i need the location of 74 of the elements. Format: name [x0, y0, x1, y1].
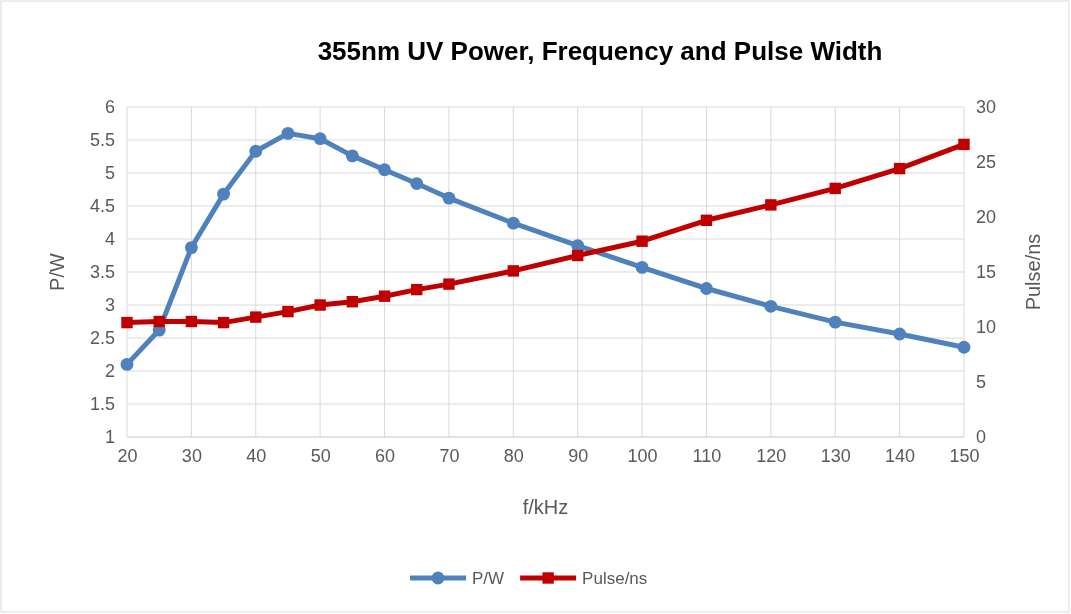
- point: [893, 162, 906, 175]
- y-tick-label: 3.5: [89, 262, 115, 283]
- point: [313, 132, 327, 146]
- point: [636, 235, 648, 247]
- point: [121, 316, 133, 329]
- point: [700, 282, 713, 295]
- x-tick-label: 90: [568, 445, 589, 466]
- x-tick-label: 150: [949, 445, 980, 466]
- point: [506, 216, 520, 230]
- y2-tick-label: 5: [976, 372, 987, 393]
- point: [217, 316, 230, 329]
- point: [153, 315, 165, 328]
- y-tick-label: 2: [104, 361, 115, 382]
- y2-axis-title: Pulse/ns: [1022, 233, 1044, 311]
- x-tick-label: 70: [439, 445, 460, 466]
- point: [314, 299, 326, 311]
- point: [120, 357, 134, 371]
- point: [443, 278, 455, 290]
- point: [378, 163, 391, 177]
- point: [829, 182, 841, 195]
- point: [282, 305, 294, 318]
- x-tick-label: 110: [692, 445, 722, 466]
- x-tick-label: 20: [117, 445, 138, 466]
- x-tick-label: 40: [246, 445, 267, 466]
- y2-tick-label: 25: [976, 152, 997, 173]
- y-tick-label: 4: [104, 229, 115, 250]
- x-tick-label: 120: [756, 445, 787, 466]
- y-tick-label: 1.5: [89, 394, 115, 415]
- point: [958, 138, 970, 151]
- point: [507, 265, 520, 277]
- point: [378, 290, 391, 302]
- x-tick-label: 140: [885, 445, 916, 466]
- y2-tick-label: 0: [976, 427, 987, 448]
- point: [828, 315, 842, 329]
- point: [345, 149, 359, 163]
- y2-tick-label: 30: [976, 97, 997, 118]
- x-tick-label: 50: [310, 445, 331, 466]
- y-tick-label: 5: [104, 163, 115, 184]
- x-tick-label: 60: [375, 445, 396, 466]
- x-tick-label: 80: [503, 445, 524, 466]
- point: [765, 199, 777, 211]
- point: [764, 299, 778, 313]
- point: [249, 144, 263, 158]
- y-tick-label: 1: [104, 427, 115, 448]
- point: [700, 214, 713, 226]
- x-tick-label: 130: [820, 445, 851, 466]
- legend-label: Pulse/ns: [582, 569, 648, 588]
- x-axis-title: f/kHz: [522, 496, 569, 518]
- x-tick-label: 100: [627, 445, 658, 466]
- point: [957, 340, 971, 354]
- point: [346, 296, 359, 308]
- point: [571, 249, 584, 262]
- point: [184, 241, 198, 254]
- point: [411, 283, 423, 296]
- point: [410, 177, 424, 190]
- point: [893, 327, 907, 341]
- y2-tick-label: 10: [976, 317, 997, 338]
- y2-tick-label: 15: [976, 262, 997, 283]
- y-tick-label: 5.5: [89, 130, 115, 151]
- y2-tick-label: 20: [976, 207, 997, 228]
- point: [281, 126, 295, 140]
- y-tick-label: 3: [104, 295, 115, 316]
- point: [635, 260, 649, 274]
- x-tick-label: 30: [181, 445, 202, 466]
- y-tick-label: 4.5: [89, 196, 115, 217]
- point: [185, 315, 198, 328]
- point: [442, 191, 456, 205]
- point: [250, 311, 262, 323]
- y-tick-label: 2.5: [89, 328, 115, 349]
- y-axis-title: P/W: [46, 252, 68, 291]
- legend-label: P/W: [472, 569, 505, 588]
- point: [217, 187, 231, 201]
- y-tick-label: 6: [104, 97, 115, 118]
- chart-title: 355nm UV Power, Frequency and Pulse Width: [317, 36, 883, 66]
